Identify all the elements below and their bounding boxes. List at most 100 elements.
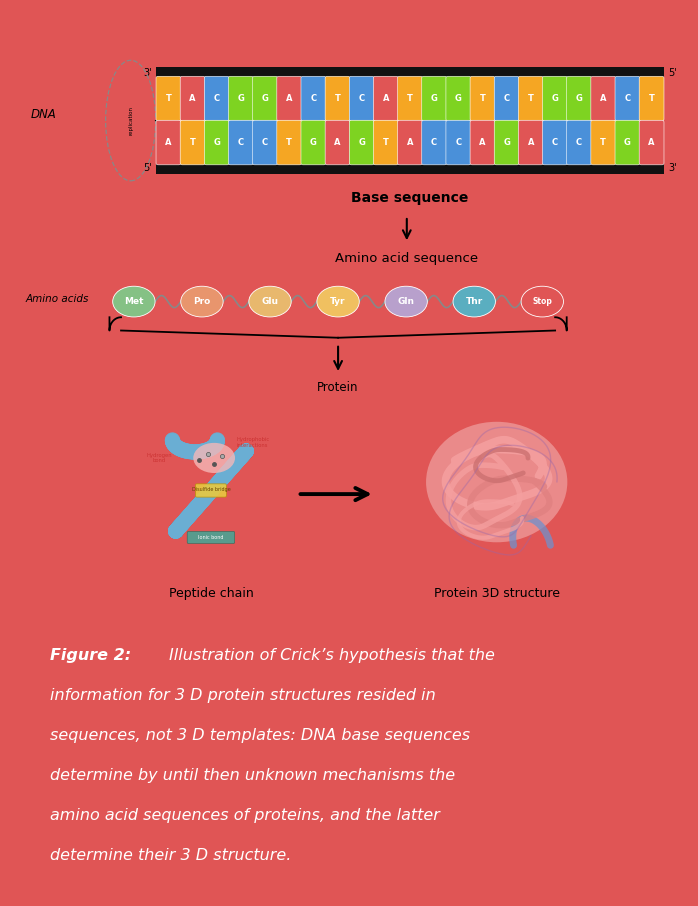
FancyBboxPatch shape xyxy=(180,76,205,120)
Text: information for 3 D protein structures resided in: information for 3 D protein structures r… xyxy=(50,688,436,703)
FancyBboxPatch shape xyxy=(253,120,278,165)
Text: G: G xyxy=(431,94,438,103)
FancyBboxPatch shape xyxy=(187,532,235,544)
Text: A: A xyxy=(407,138,413,147)
Text: T: T xyxy=(383,138,389,147)
Text: T: T xyxy=(334,94,341,103)
Text: A: A xyxy=(165,138,172,147)
Text: 5': 5' xyxy=(143,163,152,173)
Ellipse shape xyxy=(112,286,155,317)
Text: A: A xyxy=(286,94,292,103)
FancyBboxPatch shape xyxy=(422,120,447,165)
Text: A: A xyxy=(334,138,341,147)
FancyBboxPatch shape xyxy=(494,76,519,120)
Text: Met: Met xyxy=(124,297,144,306)
Text: Protein: Protein xyxy=(318,381,359,393)
FancyBboxPatch shape xyxy=(615,76,640,120)
Text: T: T xyxy=(190,138,195,147)
Text: C: C xyxy=(576,138,582,147)
Text: G: G xyxy=(455,94,462,103)
FancyBboxPatch shape xyxy=(301,76,326,120)
FancyBboxPatch shape xyxy=(373,76,399,120)
Text: T: T xyxy=(600,138,606,147)
FancyBboxPatch shape xyxy=(519,76,543,120)
FancyBboxPatch shape xyxy=(277,120,302,165)
FancyBboxPatch shape xyxy=(567,120,591,165)
Text: C: C xyxy=(455,138,461,147)
Text: Base sequence: Base sequence xyxy=(351,191,468,205)
Text: A: A xyxy=(189,94,196,103)
Text: sequences, not 3 D templates: DNA base sequences: sequences, not 3 D templates: DNA base s… xyxy=(50,728,470,743)
Text: amino acid sequences of proteins, and the latter: amino acid sequences of proteins, and th… xyxy=(50,808,440,823)
Text: Disulfide bridge: Disulfide bridge xyxy=(191,487,230,492)
FancyBboxPatch shape xyxy=(156,76,181,120)
Text: C: C xyxy=(214,94,220,103)
FancyBboxPatch shape xyxy=(205,120,229,165)
Text: C: C xyxy=(262,138,268,147)
Text: 3': 3' xyxy=(668,163,677,173)
FancyBboxPatch shape xyxy=(446,76,470,120)
Ellipse shape xyxy=(521,286,563,317)
Ellipse shape xyxy=(317,286,359,317)
Text: Thr: Thr xyxy=(466,297,483,306)
FancyBboxPatch shape xyxy=(519,120,543,165)
Text: Pro: Pro xyxy=(193,297,211,306)
Ellipse shape xyxy=(453,286,496,317)
Text: Ionic bond: Ionic bond xyxy=(198,535,223,540)
Text: determine their 3 D structure.: determine their 3 D structure. xyxy=(50,848,292,863)
FancyBboxPatch shape xyxy=(301,120,326,165)
Text: G: G xyxy=(310,138,317,147)
FancyBboxPatch shape xyxy=(470,76,495,120)
FancyBboxPatch shape xyxy=(156,120,181,165)
Text: A: A xyxy=(480,138,486,147)
Text: T: T xyxy=(648,94,655,103)
FancyBboxPatch shape xyxy=(349,120,374,165)
FancyBboxPatch shape xyxy=(470,120,495,165)
Text: Gln: Gln xyxy=(398,297,415,306)
Text: G: G xyxy=(503,138,510,147)
Text: 5': 5' xyxy=(668,68,677,78)
Text: C: C xyxy=(431,138,437,147)
Text: Stop: Stop xyxy=(533,297,552,306)
Text: A: A xyxy=(383,94,389,103)
Text: Amino acid sequence: Amino acid sequence xyxy=(335,252,478,265)
Text: C: C xyxy=(503,94,510,103)
FancyBboxPatch shape xyxy=(195,484,226,497)
Ellipse shape xyxy=(385,286,427,317)
Text: Tyr: Tyr xyxy=(330,297,346,306)
FancyBboxPatch shape xyxy=(567,76,591,120)
Ellipse shape xyxy=(181,286,223,317)
FancyBboxPatch shape xyxy=(398,120,422,165)
Text: C: C xyxy=(624,94,630,103)
FancyBboxPatch shape xyxy=(542,76,567,120)
Bar xyxy=(156,67,664,78)
Text: Protein 3D structure: Protein 3D structure xyxy=(433,587,560,600)
Text: G: G xyxy=(551,94,558,103)
FancyBboxPatch shape xyxy=(494,120,519,165)
Text: A: A xyxy=(648,138,655,147)
Text: G: G xyxy=(358,138,365,147)
FancyBboxPatch shape xyxy=(615,120,640,165)
FancyBboxPatch shape xyxy=(325,76,350,120)
Text: DNA: DNA xyxy=(31,108,57,121)
FancyBboxPatch shape xyxy=(205,76,229,120)
Text: A: A xyxy=(528,138,534,147)
Text: Peptide chain: Peptide chain xyxy=(168,587,253,600)
Text: C: C xyxy=(238,138,244,147)
Text: G: G xyxy=(624,138,631,147)
FancyBboxPatch shape xyxy=(591,76,616,120)
Text: C: C xyxy=(552,138,558,147)
Bar xyxy=(156,163,664,174)
Text: A: A xyxy=(600,94,607,103)
FancyBboxPatch shape xyxy=(228,120,253,165)
Text: T: T xyxy=(407,94,413,103)
Text: Amino acids: Amino acids xyxy=(25,294,89,304)
FancyBboxPatch shape xyxy=(639,120,664,165)
FancyBboxPatch shape xyxy=(373,120,399,165)
FancyBboxPatch shape xyxy=(591,120,616,165)
Text: 3': 3' xyxy=(143,68,152,78)
FancyBboxPatch shape xyxy=(325,120,350,165)
Text: Figure 2:: Figure 2: xyxy=(50,648,137,663)
Text: G: G xyxy=(214,138,220,147)
Text: determine by until then unknown mechanisms the: determine by until then unknown mechanis… xyxy=(50,768,456,783)
